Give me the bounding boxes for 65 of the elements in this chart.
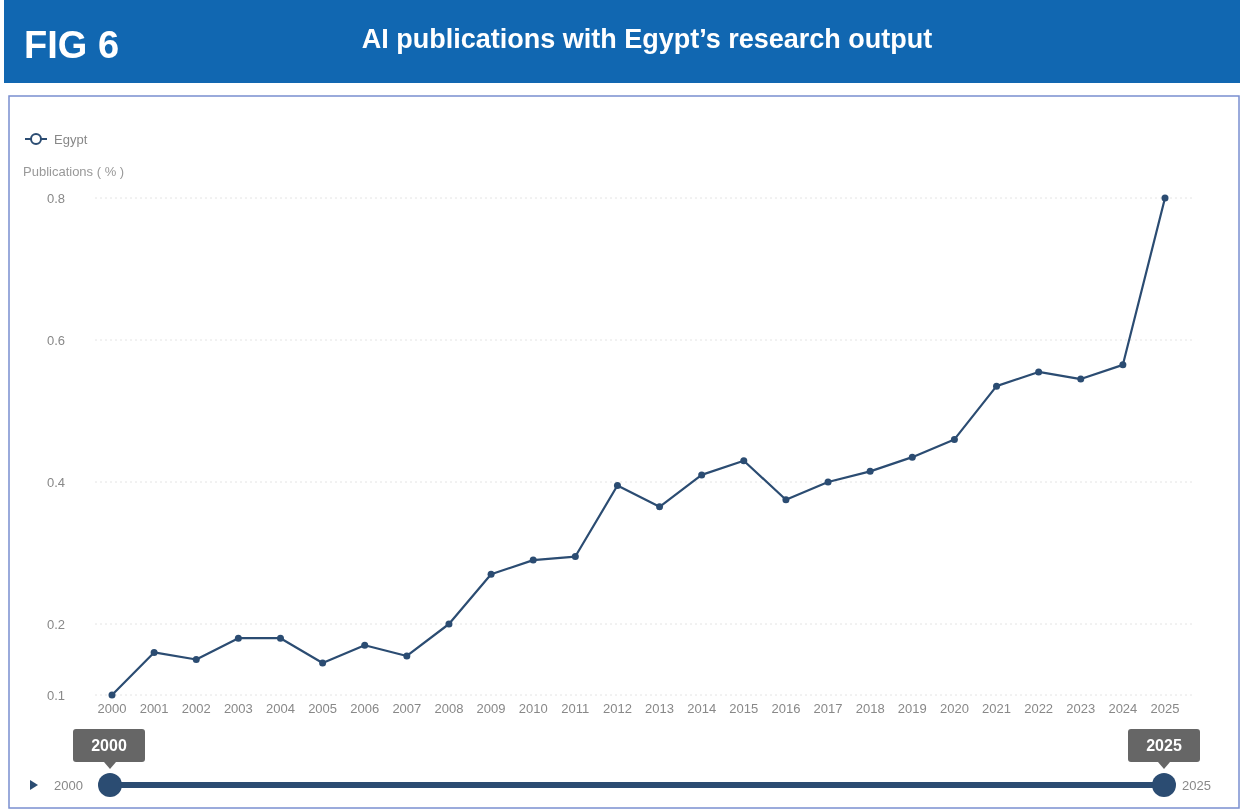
- x-tick-label: 2008: [434, 701, 464, 716]
- y-tick-label: 0.8: [46, 190, 65, 206]
- point: [445, 620, 453, 628]
- point: [150, 648, 158, 656]
- point: [487, 570, 495, 578]
- point: [866, 467, 874, 475]
- point: [1035, 368, 1043, 376]
- y-tick-label: 0.6: [46, 332, 65, 348]
- x-tick-label: 2006: [350, 701, 380, 716]
- y-axis-title: Publications ( % ): [23, 164, 125, 179]
- point: [319, 659, 327, 667]
- point: [276, 634, 284, 642]
- x-tick-label: 2000: [97, 701, 127, 716]
- x-tick-label: 2016: [771, 701, 801, 716]
- x-tick-label: 2003: [223, 701, 253, 716]
- y-tick-label: 0.2: [46, 616, 65, 632]
- point: [571, 553, 579, 561]
- x-tick-label: 2018: [855, 701, 885, 716]
- x-tick-label: 2025: [1150, 701, 1180, 716]
- point: [529, 556, 537, 564]
- x-tick-label: 2012: [602, 701, 632, 716]
- point: [1161, 194, 1169, 202]
- point: [782, 496, 790, 504]
- point: [656, 503, 664, 511]
- x-tick-label: 2015: [729, 701, 759, 716]
- text: 2025: [1146, 737, 1182, 754]
- caption: FIG 6: [24, 24, 120, 66]
- x-tick-label: 2001: [139, 701, 169, 716]
- x-tick-label: 2005: [308, 701, 338, 716]
- legend-label: Egypt: [54, 131, 88, 147]
- x-tick-label: 2007: [392, 701, 422, 716]
- x-tick-label: 2022: [1024, 701, 1054, 716]
- point: [993, 382, 1001, 390]
- text: 2000: [91, 737, 127, 754]
- point: [403, 652, 411, 660]
- x-tick-label: 2019: [897, 701, 927, 716]
- point: [740, 457, 748, 465]
- point: [192, 656, 200, 663]
- x-tick-label: 2021: [982, 701, 1011, 716]
- x-tick-label: 2023: [1066, 701, 1096, 716]
- point: [908, 453, 916, 461]
- point: [950, 435, 958, 443]
- y-tick-label: 0.1: [46, 687, 65, 703]
- point: [613, 482, 621, 490]
- x-tick-label: 2017: [813, 701, 843, 716]
- x-tick-label: 2024: [1108, 701, 1138, 716]
- x-tick-label: 2020: [939, 701, 969, 716]
- x-tick-label: 2010: [518, 701, 548, 716]
- x-tick-label: 2002: [181, 701, 211, 716]
- point: [234, 634, 242, 642]
- x-tick-label: 2014: [687, 701, 717, 716]
- text: 2000: [54, 778, 83, 793]
- x-tick-label: 2009: [476, 701, 506, 716]
- text: 2025: [1182, 778, 1211, 793]
- y-tick-label: 0.4: [46, 474, 65, 490]
- x-tick-label: 2004: [266, 701, 295, 716]
- x-tick-label: 2011: [561, 701, 590, 716]
- point: [1077, 375, 1085, 383]
- point: [698, 471, 706, 479]
- point: [1119, 361, 1127, 369]
- point: [824, 478, 832, 486]
- point: [108, 691, 116, 699]
- chart-title: AI publications with Egypt’s research output: [361, 24, 933, 54]
- point: [361, 641, 369, 649]
- x-tick-label: 2013: [645, 701, 675, 716]
